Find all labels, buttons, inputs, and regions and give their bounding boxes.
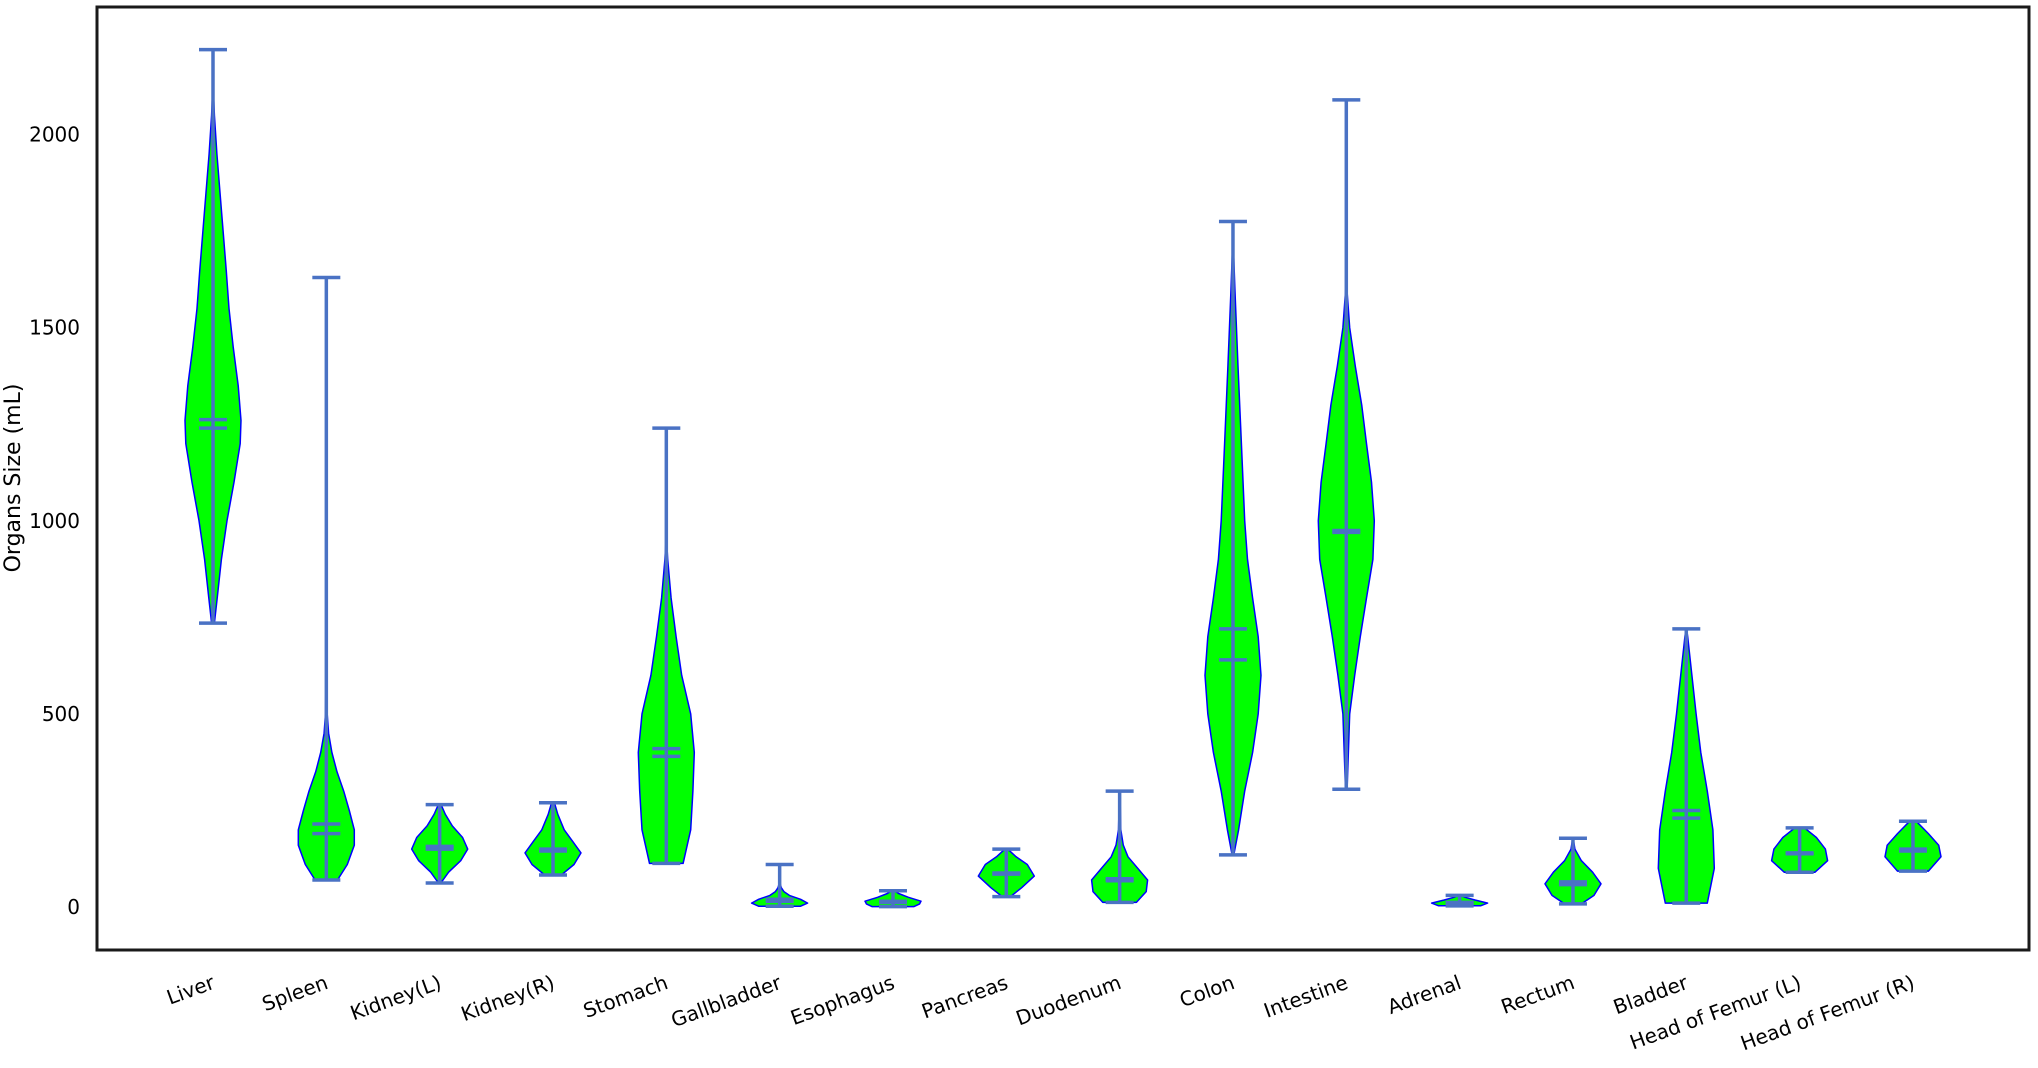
y-axis-label: Organs Size (mL) xyxy=(1,384,26,573)
x-label-duodenum: Duodenum xyxy=(1013,970,1125,1030)
x-label-spleen: Spleen xyxy=(259,970,331,1016)
x-label-kidney-r: Kidney(R) xyxy=(458,970,558,1026)
y-tick-500: 500 xyxy=(42,702,80,726)
x-label-adrenal: Adrenal xyxy=(1384,970,1464,1019)
x-label-stomach: Stomach xyxy=(580,970,671,1023)
x-category-labels: Liver Spleen Kidney(L) Kidney(R) StomachGall… xyxy=(163,970,1917,1055)
y-tick-0: 0 xyxy=(67,895,80,919)
x-label-rectum: Rectum xyxy=(1498,970,1578,1019)
x-label-kidney-l: Kidney(L) xyxy=(347,970,444,1025)
x-label-pancreas: Pancreas xyxy=(918,970,1011,1023)
x-label-esophagus: Esophagus xyxy=(787,970,897,1030)
violins-group xyxy=(184,47,1942,909)
x-label-gallbladder: Gallbladder xyxy=(668,970,785,1032)
plot-frame xyxy=(95,5,2031,952)
x-label-liver: Liver xyxy=(163,970,218,1010)
y-tick-2000: 2000 xyxy=(29,123,80,147)
y-tick-1500: 1500 xyxy=(29,316,80,340)
y-tick-1000: 1000 xyxy=(29,509,80,533)
x-label-intestine: Intestine xyxy=(1261,970,1351,1022)
y-tick-labels: 0 500 1000 1500 2000 xyxy=(29,123,80,919)
x-label-colon: Colon xyxy=(1176,970,1237,1012)
